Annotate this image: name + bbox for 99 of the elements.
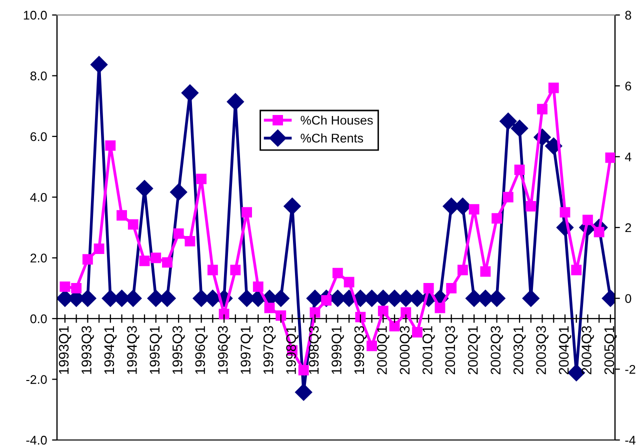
legend-label: %Ch Rents: [300, 133, 364, 143]
point: [298, 364, 309, 376]
x-tick-label: 1995Q1: [150, 326, 162, 374]
point: [181, 84, 199, 102]
point: [207, 264, 218, 276]
point: [468, 204, 480, 214]
point: [500, 112, 517, 130]
point: [162, 257, 172, 268]
point: [264, 302, 275, 314]
y-tick-label: 10.0: [24, 10, 47, 20]
y2-tick-label: 8: [625, 10, 632, 20]
y2-tick-label: -4: [625, 436, 636, 445]
x-tick-label: 2003Q1: [513, 326, 526, 374]
y-tick-label: 4.0: [30, 192, 47, 202]
x-tick-label: 2001Q1: [422, 326, 435, 374]
y-tick-label: -4.0: [26, 436, 47, 445]
x-tick-label: 2002Q1: [468, 326, 480, 374]
point: [412, 327, 422, 338]
x-tick-label: 2004Q1: [558, 326, 572, 374]
point: [594, 226, 604, 238]
x-tick-label: 1999Q1: [332, 326, 344, 374]
x-tick-label: 1994Q1: [104, 326, 117, 374]
point: [560, 207, 570, 218]
point: [276, 310, 286, 321]
x-tick-label: 1994Q3: [127, 326, 140, 374]
x-tick-label: 2004Q3: [582, 326, 594, 374]
point: [226, 93, 244, 110]
x-tick-label: 1995Q3: [172, 326, 185, 374]
point: [458, 264, 468, 276]
point: [105, 140, 116, 151]
point: [510, 120, 528, 137]
x-tick-label: 1993Q3: [82, 326, 94, 374]
point: [332, 268, 343, 278]
point: [378, 306, 388, 316]
y2-tick-label: -2: [625, 364, 636, 374]
point: [537, 104, 548, 114]
point: [284, 198, 301, 215]
y2-tick-label: 4: [625, 152, 632, 162]
point: [230, 264, 241, 276]
x-tick-label: 2000Q1: [377, 326, 390, 374]
point: [94, 244, 104, 254]
point: [389, 320, 400, 332]
x-tick-label: 1998Q1: [286, 326, 298, 374]
point: [310, 307, 320, 318]
point: [128, 219, 138, 230]
point: [492, 213, 502, 224]
point: [184, 236, 196, 246]
x-tick-label: 2000Q3: [400, 326, 412, 374]
y2-tick-label: 6: [625, 82, 632, 90]
point: [355, 312, 366, 322]
point: [480, 266, 491, 277]
point: [446, 283, 457, 294]
x-tick-label: 1996Q1: [195, 326, 208, 374]
point: [514, 164, 525, 176]
point: [252, 281, 264, 292]
point: [295, 384, 312, 401]
point: [366, 340, 378, 352]
y-tick-label: 6.0: [30, 132, 47, 142]
x-tick-label: 2005Q1: [604, 326, 617, 374]
point: [582, 214, 593, 226]
point: [136, 180, 154, 198]
point: [170, 184, 188, 201]
y-tick-label: 0.0: [30, 314, 47, 324]
point: [90, 56, 108, 74]
y-tick-label: 2.0: [30, 254, 47, 263]
point: [116, 210, 127, 221]
point: [196, 174, 207, 184]
point: [71, 283, 82, 294]
y2-tick-label: 0: [625, 294, 632, 303]
point: [423, 283, 434, 294]
legend-label: %Ch Houses: [300, 116, 373, 125]
point: [150, 252, 162, 264]
point: [344, 276, 354, 288]
point: [173, 228, 184, 239]
x-tick-label: 1996Q3: [218, 326, 230, 374]
point: [400, 307, 412, 318]
x-tick-label: 1997Q3: [263, 326, 276, 374]
x-tick-label: 2003Q3: [536, 326, 548, 374]
x-tick-label: 1993Q1: [58, 326, 72, 374]
x-tick-label: 1998Q3: [308, 326, 322, 374]
point: [605, 152, 615, 163]
point: [139, 256, 150, 266]
point: [218, 308, 230, 320]
x-tick-label: 1997Q1: [240, 326, 254, 374]
x-tick-label: 2002Q3: [490, 326, 504, 374]
x-tick-label: 1999Q3: [354, 326, 367, 374]
point: [60, 281, 70, 292]
point: [548, 82, 559, 94]
y-tick-label: -2.0: [26, 375, 47, 384]
point: [526, 201, 536, 212]
point: [571, 264, 582, 276]
point: [82, 254, 93, 265]
point: [242, 207, 252, 218]
point: [522, 290, 540, 307]
y-tick-label: 8.0: [30, 72, 47, 80]
y2-tick-label: 2: [625, 223, 632, 232]
point: [502, 192, 514, 202]
x-tick-label: 2001Q3: [445, 326, 458, 374]
point: [434, 302, 446, 314]
